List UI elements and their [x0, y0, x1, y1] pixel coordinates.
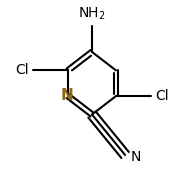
Text: NH$_2$: NH$_2$: [78, 5, 106, 22]
Text: Cl: Cl: [15, 63, 29, 77]
Text: N: N: [131, 150, 141, 164]
Text: Cl: Cl: [155, 89, 169, 103]
Text: N: N: [61, 88, 74, 103]
